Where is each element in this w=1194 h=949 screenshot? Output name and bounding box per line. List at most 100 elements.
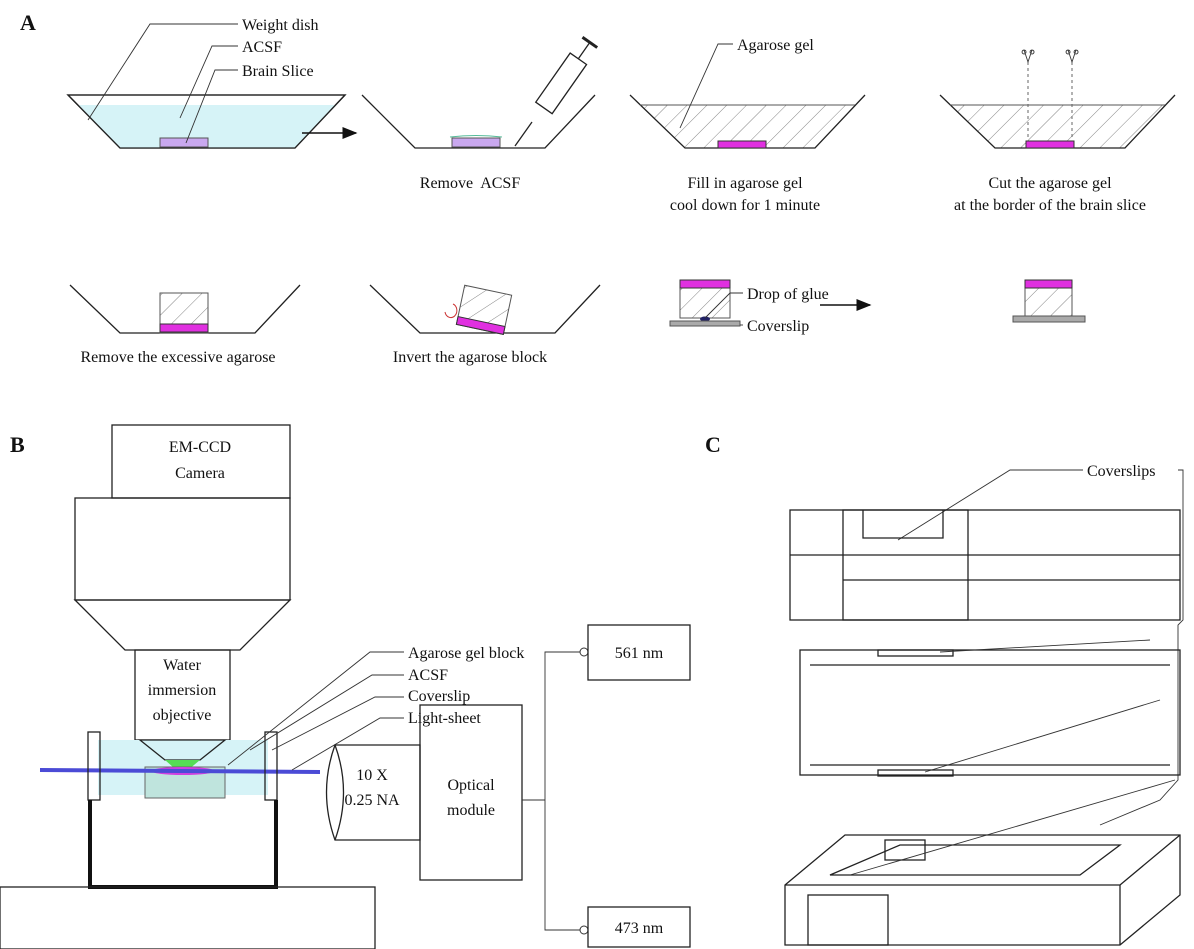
leader-line (862, 510, 944, 539)
label: Weight dish (242, 17, 318, 34)
shape (1065, 49, 1079, 64)
label: Optical (447, 777, 495, 794)
label: 10 X (356, 767, 388, 784)
label: Remove the excessive agarose (80, 349, 275, 366)
label: Water (163, 657, 201, 674)
label: Brain Slice (242, 63, 314, 80)
label: Invert the agarose block (393, 349, 547, 366)
label: Coverslips (1087, 463, 1155, 480)
panel-a: A Weight dish ACSF Brain Slice Remove AC… (20, 10, 1176, 366)
leader-line (88, 800, 278, 889)
box (419, 704, 523, 881)
shape (66, 94, 347, 149)
shape (334, 744, 345, 841)
group (455, 284, 513, 335)
shape (78, 105, 335, 148)
label: immersion (148, 682, 216, 699)
label: module (447, 802, 495, 819)
label: Light-sheet (408, 710, 481, 727)
panel-b: B EM-CCD Camera Water immersion objectiv… (0, 424, 691, 949)
leader-line (544, 651, 580, 931)
box (679, 279, 731, 289)
leader-line (227, 651, 404, 766)
box (1024, 279, 1073, 289)
leader-line (369, 284, 601, 334)
shape (1021, 49, 1035, 64)
box (1012, 315, 1086, 323)
panel-c: C Coverslips (705, 432, 1184, 946)
leader-line (679, 43, 733, 129)
leader-line (87, 23, 238, 121)
line (577, 42, 591, 60)
box (807, 894, 889, 946)
box (789, 509, 1181, 621)
leader-line (291, 717, 404, 771)
leader-line (785, 834, 1181, 886)
box (799, 649, 1181, 776)
box (534, 52, 588, 115)
shape (950, 105, 1165, 148)
label: Camera (175, 465, 225, 482)
label: EM-CCD (169, 439, 231, 456)
label: Remove ACSF (420, 175, 521, 192)
label: 473 nm (615, 920, 664, 937)
label: Cut the agarose gel (988, 175, 1112, 192)
box (455, 315, 506, 335)
line (581, 36, 599, 49)
label: Agarose gel block (408, 645, 524, 662)
label: C (705, 432, 721, 457)
box (74, 497, 291, 601)
line (514, 121, 533, 147)
box (669, 320, 741, 327)
line (849, 779, 1176, 876)
label: 0.25 NA (344, 792, 400, 809)
group (534, 36, 599, 115)
box (159, 323, 209, 333)
shape (444, 303, 458, 318)
box (87, 731, 101, 801)
shape (640, 105, 855, 148)
label: Agarose gel (737, 37, 814, 54)
label: cool down for 1 minute (670, 197, 820, 214)
label: ACSF (408, 667, 448, 684)
leader-line (271, 696, 404, 751)
box (842, 509, 969, 621)
leader-line (704, 292, 743, 319)
label: Coverslip (408, 688, 470, 705)
connector (579, 647, 589, 657)
line (924, 699, 1161, 773)
shape (449, 135, 503, 138)
box (111, 424, 291, 499)
leader-line (179, 45, 238, 119)
shape (829, 844, 1122, 876)
shape (325, 744, 421, 841)
leader-line (361, 94, 596, 149)
label: at the border of the brain slice (954, 197, 1146, 214)
box (264, 731, 278, 801)
box (1025, 140, 1075, 149)
ellipse (700, 316, 710, 322)
line (939, 639, 1151, 653)
shape (73, 599, 292, 651)
line (39, 768, 321, 774)
box (877, 649, 954, 657)
box (877, 769, 954, 777)
box (717, 140, 767, 149)
connector (579, 925, 589, 935)
box (884, 839, 926, 861)
box (159, 137, 209, 148)
label: Fill in agarose gel (687, 175, 803, 192)
leader-line (1099, 469, 1184, 826)
label: Drop of glue (747, 286, 829, 303)
leader-line (249, 674, 404, 751)
box (0, 886, 376, 949)
label: objective (153, 707, 212, 724)
label: A (20, 10, 36, 35)
label: 561 nm (615, 645, 664, 662)
shape (784, 834, 1181, 946)
box (587, 624, 691, 681)
box (587, 906, 691, 948)
leader-line (185, 69, 238, 144)
label: B (10, 432, 25, 457)
